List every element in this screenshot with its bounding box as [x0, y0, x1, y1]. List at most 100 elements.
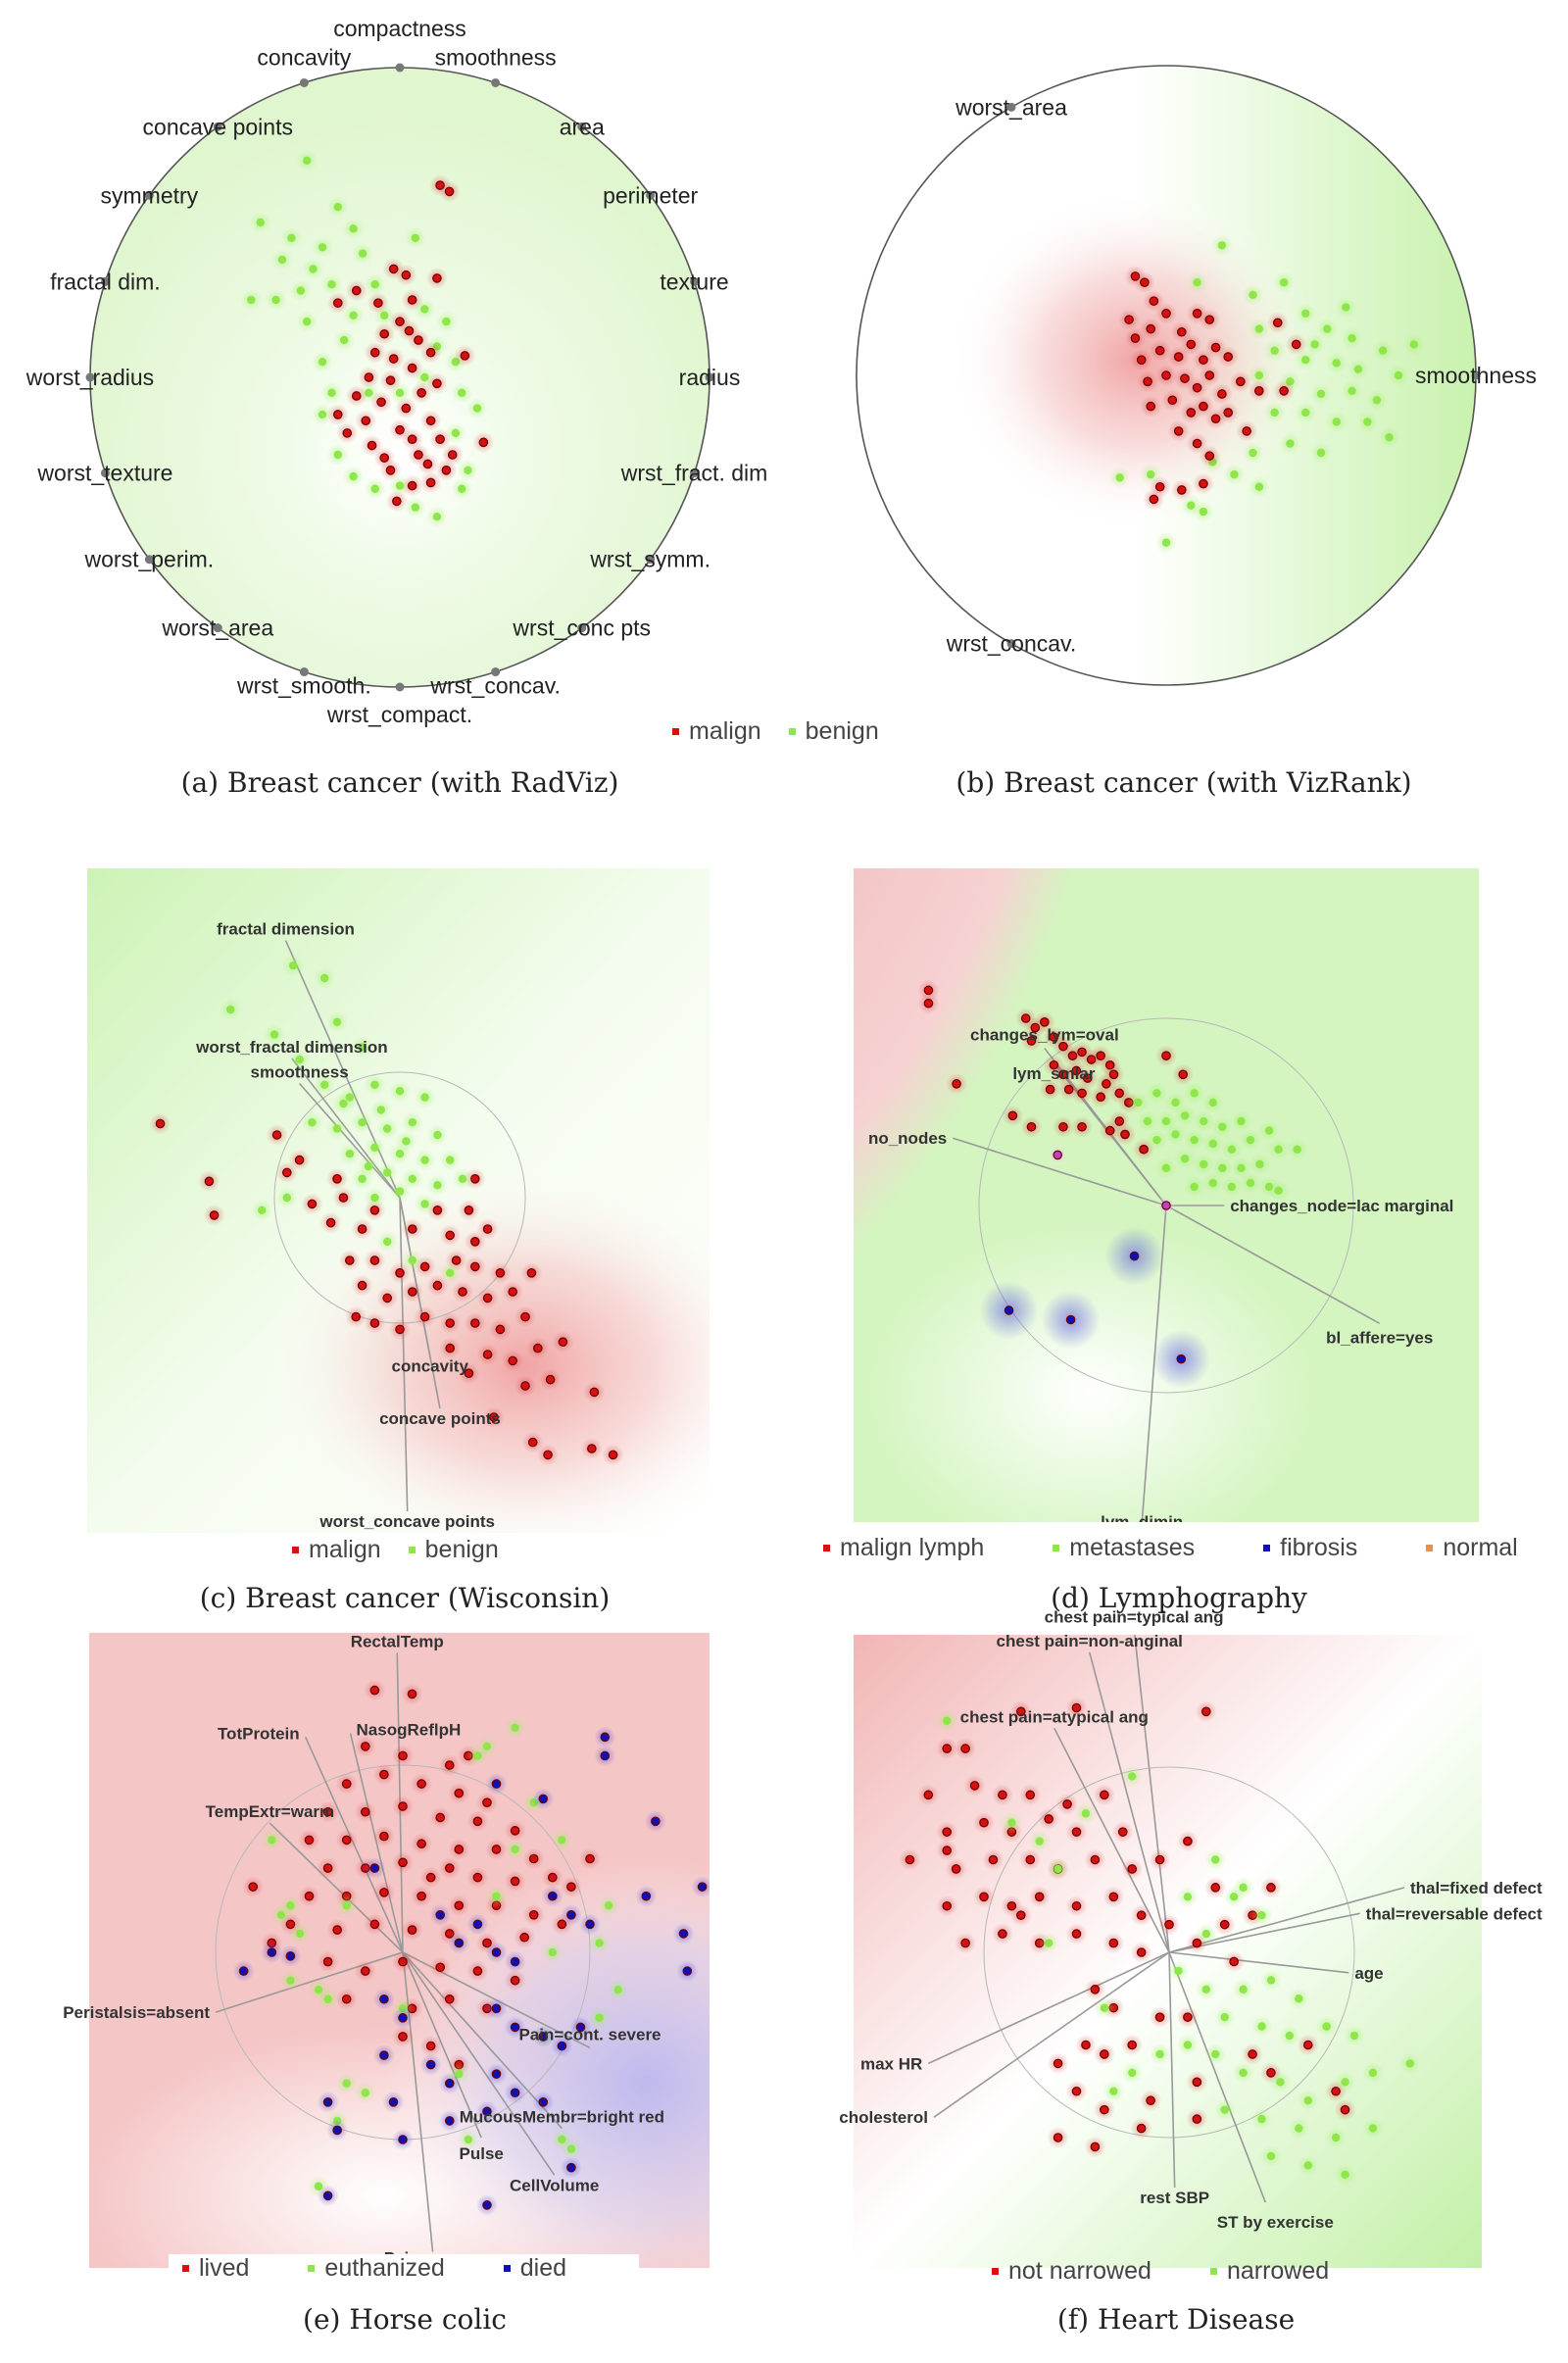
data-point	[1227, 1145, 1237, 1154]
data-point	[349, 311, 358, 320]
data-point	[1217, 241, 1227, 250]
anchor-label: smoothness	[1415, 363, 1537, 388]
data-point	[478, 437, 489, 448]
data-point	[566, 1882, 576, 1892]
data-point	[1082, 1073, 1093, 1083]
anchor-label: wrst_concav.	[946, 631, 1077, 657]
data-point	[492, 1892, 501, 1900]
data-point	[1139, 1144, 1149, 1155]
legend-label: metastases	[1069, 1534, 1196, 1561]
data-point	[682, 1966, 693, 1976]
data-point	[1237, 1116, 1246, 1126]
data-point	[1186, 339, 1197, 350]
data-point	[277, 255, 287, 265]
axis-labels: compactness smoothness area perimeter textur…	[25, 16, 1543, 2232]
data-point	[1183, 1836, 1193, 1846]
data-point	[464, 2135, 473, 2144]
data-point	[395, 1150, 405, 1158]
data-point	[433, 1181, 442, 1190]
data-point	[1040, 1017, 1050, 1027]
data-point	[1180, 1155, 1190, 1163]
data-point	[332, 1174, 342, 1184]
data-point	[1227, 1182, 1237, 1192]
anchor-label: bl_affere=yes	[1326, 1328, 1433, 1347]
data-point	[1210, 342, 1221, 353]
data-point	[464, 466, 472, 474]
anchor-label: fractal dimension	[217, 920, 355, 939]
legend-c: malign benign	[292, 1536, 526, 1564]
data-point	[1353, 365, 1363, 373]
data-point	[1174, 1966, 1183, 1976]
legend-marker-icon	[292, 1547, 299, 1553]
data-point	[1295, 2124, 1303, 2133]
data-point	[367, 440, 377, 451]
data-point	[369, 1255, 380, 1265]
data-point	[407, 1925, 417, 1935]
data-point	[511, 1723, 519, 1733]
data-point	[1096, 1092, 1105, 1103]
data-point	[1117, 1827, 1128, 1837]
anchor-label: radius	[679, 365, 741, 390]
data-point	[369, 1863, 380, 1873]
panel-e: Pain=severe	[89, 1633, 710, 2268]
data-point	[388, 2097, 399, 2107]
data-point	[270, 1030, 279, 1039]
anchor-label: wrst_symm.	[589, 547, 710, 572]
data-point	[1171, 1130, 1180, 1139]
data-point	[469, 1237, 480, 1247]
data-point	[1128, 1772, 1137, 1781]
data-point	[285, 1951, 296, 1961]
data-point	[294, 1155, 305, 1165]
data-point	[458, 484, 466, 493]
data-point	[370, 1080, 379, 1090]
data-point	[332, 410, 343, 419]
data-point	[491, 2003, 502, 2014]
data-point	[1218, 1163, 1227, 1173]
data-point	[600, 1750, 611, 1761]
data-point	[510, 1876, 520, 1887]
data-point	[416, 1779, 426, 1789]
data-point	[398, 1750, 408, 1761]
data-point	[1164, 1919, 1174, 1930]
series-malign	[1118, 265, 1307, 511]
data-point	[510, 1975, 520, 1986]
data-point	[458, 1174, 467, 1184]
data-point	[543, 1450, 553, 1460]
data-point	[1178, 1069, 1188, 1080]
axis-line	[933, 1951, 1170, 2118]
legend-marker-icon	[1426, 1545, 1434, 1551]
data-point	[1025, 1790, 1036, 1800]
data-point	[566, 1910, 576, 1920]
data-point	[458, 1287, 467, 1297]
data-point	[585, 1919, 595, 1930]
data-point	[1385, 433, 1394, 442]
axis-line	[1134, 1635, 1170, 1953]
data-point	[383, 1124, 392, 1133]
data-point	[1108, 1069, 1119, 1080]
data-point	[1044, 1939, 1054, 1947]
data-point	[420, 305, 429, 314]
data-point	[1192, 2114, 1202, 2124]
data-point	[1192, 382, 1202, 393]
legend-label: malign lymph	[840, 1534, 985, 1561]
data-point	[407, 1287, 417, 1297]
data-point	[943, 1716, 952, 1725]
data-point	[1200, 1116, 1208, 1126]
data-point	[472, 1872, 483, 1883]
data-point	[1161, 1163, 1171, 1173]
data-point	[395, 1268, 405, 1278]
data-point	[557, 2041, 567, 2051]
data-point	[1301, 309, 1310, 318]
data-point	[1236, 376, 1246, 387]
series-metastases	[1127, 1082, 1308, 1202]
series-normal	[1047, 1144, 1177, 1216]
data-point	[420, 1156, 429, 1164]
data-point	[1223, 408, 1233, 418]
data-point	[325, 1217, 336, 1228]
data-point	[472, 1919, 483, 1930]
series-benign	[240, 149, 488, 528]
data-point	[1161, 308, 1171, 319]
data-point	[349, 471, 358, 481]
data-point	[379, 1769, 389, 1780]
data-point	[998, 1929, 1007, 1939]
